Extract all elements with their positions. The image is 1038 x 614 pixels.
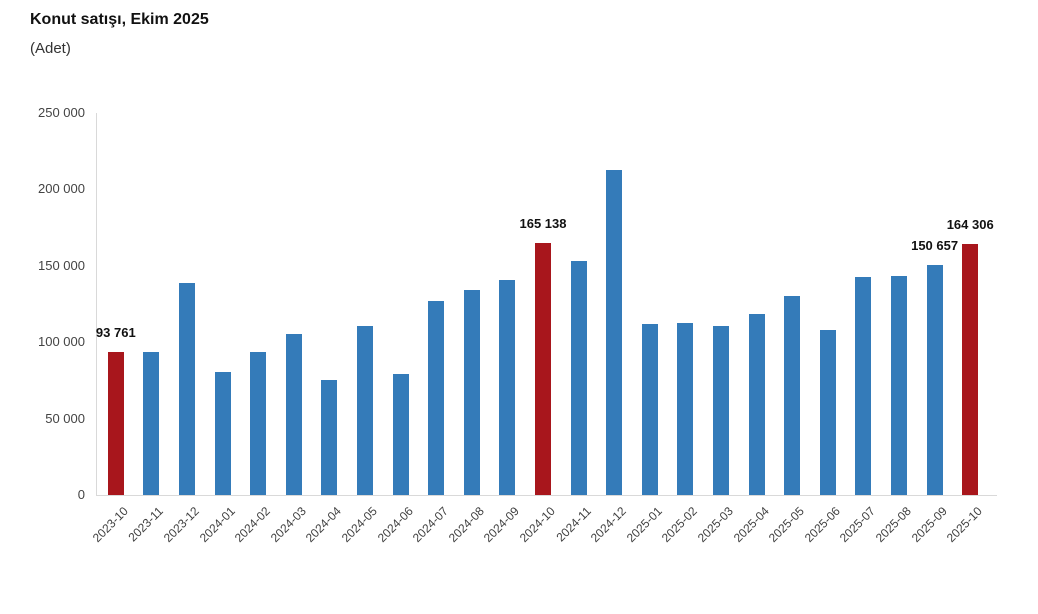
bar-2025-09[interactable] xyxy=(926,265,943,495)
bar-2025-01[interactable] xyxy=(641,324,658,495)
y-axis-tick-label: 100 000 xyxy=(38,334,85,350)
y-axis-tick-label: 250 000 xyxy=(38,105,85,120)
chart-subtitle: (Adet) xyxy=(30,40,71,57)
bar-2024-11[interactable] xyxy=(570,261,587,495)
bar-2024-02[interactable] xyxy=(250,352,267,495)
y-axis-tick-label: 150 000 xyxy=(38,257,85,273)
bar-2024-09[interactable] xyxy=(499,280,516,495)
y-axis-line xyxy=(96,113,97,495)
chart-title: Konut satışı, Ekim 2025 xyxy=(30,11,209,28)
bar-2025-06[interactable] xyxy=(819,330,836,495)
bar-2024-04[interactable] xyxy=(321,380,338,495)
bar-2024-03[interactable] xyxy=(285,334,302,495)
bar-2023-10[interactable] xyxy=(107,352,124,495)
y-axis-tick-label: 50 000 xyxy=(45,410,85,426)
bar-2024-08[interactable] xyxy=(463,290,480,495)
bar-2025-05[interactable] xyxy=(784,296,801,495)
x-axis-line xyxy=(96,495,997,496)
bar-value-label-2023-10: 93 761 xyxy=(95,325,136,340)
bar-2023-12[interactable] xyxy=(179,283,195,495)
bar-2024-12[interactable] xyxy=(606,170,623,495)
bar-value-label-2024-10: 165 138 xyxy=(519,216,567,231)
y-axis-tick-label: 0 xyxy=(77,487,85,502)
bar-2025-03[interactable] xyxy=(713,326,729,495)
bar-2024-06[interactable] xyxy=(392,374,409,495)
bar-2025-10[interactable] xyxy=(962,244,979,495)
bar-2024-07[interactable] xyxy=(428,301,445,495)
bar-2023-11[interactable] xyxy=(143,352,160,495)
bar-value-label-2025-09: 150 657 xyxy=(911,238,959,253)
bar-2025-08[interactable] xyxy=(891,276,907,495)
bar-2025-07[interactable] xyxy=(855,277,872,495)
bar-2025-02[interactable] xyxy=(677,323,694,495)
bar-value-label-2025-10: 164 306 xyxy=(946,217,994,232)
bar-2024-10[interactable] xyxy=(535,243,551,495)
bar-2025-04[interactable] xyxy=(748,314,765,495)
bar-2024-05[interactable] xyxy=(357,326,373,495)
bar-2024-01[interactable] xyxy=(214,372,231,495)
y-axis-tick-label: 200 000 xyxy=(38,181,85,197)
